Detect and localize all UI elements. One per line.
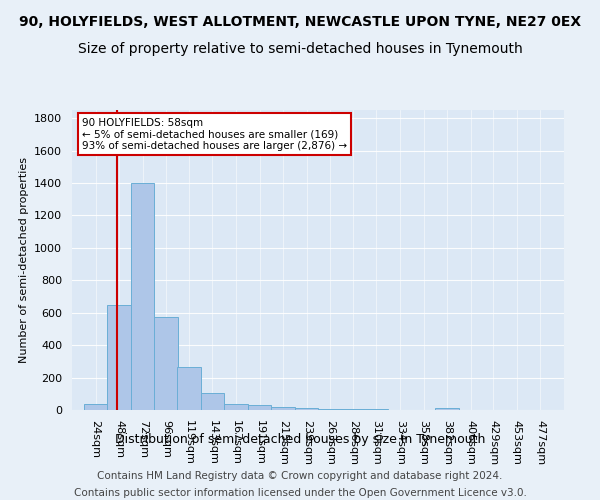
- Text: Contains public sector information licensed under the Open Government Licence v3: Contains public sector information licen…: [74, 488, 526, 498]
- Bar: [84, 404, 107, 410]
- Text: Distribution of semi-detached houses by size in Tynemouth: Distribution of semi-detached houses by …: [115, 432, 485, 446]
- Bar: [319, 409, 342, 410]
- Text: Contains HM Land Registry data © Crown copyright and database right 2024.: Contains HM Land Registry data © Crown c…: [97, 471, 503, 481]
- Bar: [271, 407, 295, 410]
- Bar: [224, 404, 248, 410]
- Bar: [341, 409, 365, 410]
- Bar: [131, 183, 154, 410]
- Bar: [200, 393, 224, 410]
- Bar: [107, 304, 131, 410]
- Text: 90, HOLYFIELDS, WEST ALLOTMENT, NEWCASTLE UPON TYNE, NE27 0EX: 90, HOLYFIELDS, WEST ALLOTMENT, NEWCASTL…: [19, 15, 581, 29]
- Bar: [177, 367, 200, 410]
- Bar: [154, 317, 178, 410]
- Bar: [436, 408, 459, 410]
- Y-axis label: Number of semi-detached properties: Number of semi-detached properties: [19, 157, 29, 363]
- Text: Size of property relative to semi-detached houses in Tynemouth: Size of property relative to semi-detach…: [77, 42, 523, 56]
- Bar: [365, 409, 388, 410]
- Bar: [295, 408, 319, 410]
- Text: 90 HOLYFIELDS: 58sqm
← 5% of semi-detached houses are smaller (169)
93% of semi-: 90 HOLYFIELDS: 58sqm ← 5% of semi-detach…: [82, 118, 347, 150]
- Bar: [248, 405, 271, 410]
